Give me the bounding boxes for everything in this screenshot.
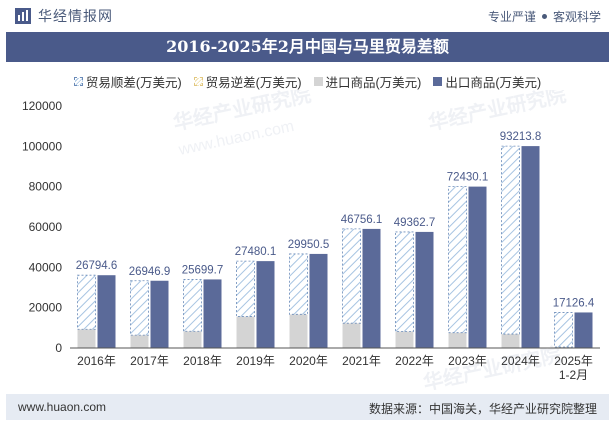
y-tick-label: 60000 [29,220,63,234]
export-bar [521,146,540,348]
legend-swatch-surplus [73,77,83,86]
x-tick-label: 2018年 [183,354,222,368]
surplus-bar [342,228,361,324]
legend-item-deficit[interactable]: 贸易逆差(万美元) [193,72,302,91]
y-tick-label: 100000 [22,139,62,153]
export-bar [97,275,116,348]
header-bar: 华经情报网 专业严谨 客观科学 [0,0,615,32]
surplus-bar [289,253,308,315]
x-tick-label: 1-2月 [559,368,588,382]
logo-text: 华经情报网 [38,8,113,24]
legend-label-deficit: 贸易逆差(万美元) [205,76,302,90]
logo-icon [15,8,31,24]
data-label: 46756.1 [341,214,383,226]
export-bar [309,253,328,348]
tagline-right: 客观科学 [552,10,601,24]
axes: 0 20000 40000 60000 80000 100000 120000 2016年 20… [22,99,600,382]
import-bar [77,329,96,348]
legend-label-export: 出口商品(万美元) [445,76,542,90]
y-tick-label: 120000 [22,99,62,113]
chart-legend: 贸易顺差(万美元) 贸易逆差(万美元) 进口商品(万美元) 出口商品(万美元) [0,72,615,91]
import-bar [236,316,255,348]
import-bar [289,314,308,348]
export-bar [150,280,169,348]
import-bar [448,332,467,348]
surplus-bar [77,274,96,330]
data-label: 17126.4 [553,297,595,309]
legend-swatch-import [313,77,323,86]
title-bar: 2016-2025年2月中国与马里贸易差额 [6,32,609,62]
data-label: 26794.6 [76,260,118,272]
footer-source: 数据来源：中国海关，华经产业研究院整理 [368,402,597,416]
separator-dot [541,14,547,19]
data-label: 49362.7 [394,217,436,229]
bars [77,145,593,348]
watermark-cn-2: 华经产业研究院 [426,90,568,135]
legend-swatch-export [433,77,443,86]
footer-website[interactable]: www.huaon.com [18,400,107,414]
y-tick-label: 0 [55,341,62,355]
surplus-bar [554,312,573,348]
legend-label-surplus: 贸易顺差(万美元) [85,76,182,90]
x-tick-label: 2024年 [501,354,540,368]
import-bar [395,331,414,348]
x-tick-label: 2020年 [289,354,328,368]
legend-item-export[interactable]: 出口商品(万美元) [433,72,541,91]
import-bar [183,331,202,348]
x-tick-label: 2021年 [342,354,381,368]
chart-plot: 华经产业研究院 www.huaon.com 华经产业研究院 华经产业研究院 26… [22,90,600,390]
export-bar [468,186,487,348]
x-tick-label: 2019年 [236,354,275,368]
surplus-bar [236,260,255,317]
data-label: 25699.7 [182,264,224,276]
surplus-bar [501,145,520,335]
legend-item-surplus[interactable]: 贸易顺差(万美元) [73,72,182,91]
surplus-bar [130,280,149,336]
watermark-cn-3: 华经产业研究院 [421,342,563,390]
import-bar [130,335,149,348]
legend-label-import: 进口商品(万美元) [325,76,422,90]
y-tick-label: 40000 [29,260,63,274]
surplus-bar [183,279,202,332]
y-tick-label: 80000 [29,180,63,194]
data-label: 26946.9 [129,266,171,278]
tagline: 专业严谨 客观科学 [488,8,601,25]
x-tick-label: 2025年 [554,354,593,368]
logo[interactable]: 华经情报网 [14,6,113,26]
y-tick-label: 20000 [29,301,63,315]
export-bar [415,231,434,348]
data-label: 72430.1 [447,172,489,184]
data-labels: 26794.6 26946.9 25699.7 27480.1 29950.5 46756… [76,131,595,309]
x-tick-label: 2017年 [130,354,169,368]
footer-bar: www.huaon.com 数据来源：中国海关，华经产业研究院整理 [6,394,609,420]
data-label: 93213.8 [500,131,542,143]
data-label: 27480.1 [235,246,277,258]
export-bar [362,228,381,348]
export-bar [203,279,222,348]
export-bar [574,312,593,348]
import-bar [554,346,573,348]
import-bar [342,323,361,348]
x-tick-label: 2022年 [395,354,434,368]
surplus-bar [395,231,414,332]
x-tick-label: 2023年 [448,354,487,368]
x-tick-label: 2016年 [77,354,116,368]
data-label: 29950.5 [288,239,330,251]
surplus-bar [448,186,467,334]
chart-title: 2016-2025年2月中国与马里贸易差额 [166,37,449,56]
import-bar [501,334,520,348]
legend-swatch-deficit [193,77,203,86]
export-bar [256,261,275,348]
legend-item-import[interactable]: 进口商品(万美元) [313,72,422,91]
tagline-left: 专业严谨 [487,10,536,24]
